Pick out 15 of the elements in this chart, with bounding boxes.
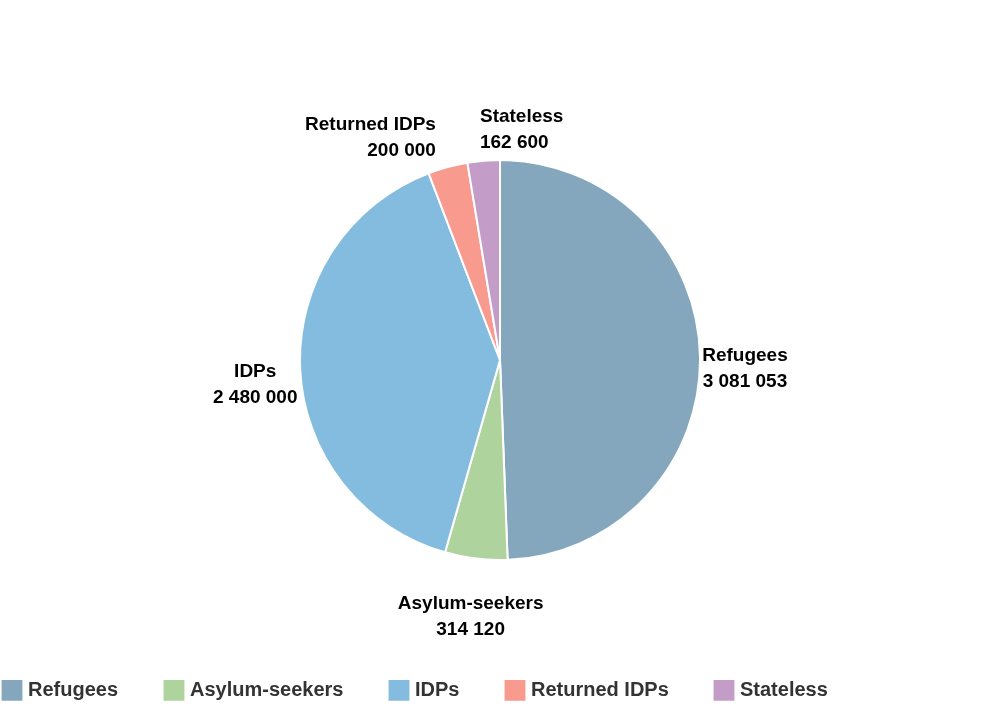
slice-label: Asylum-seekers [397, 592, 544, 614]
legend-label: Returned IDPs [531, 678, 669, 701]
slice-label: Returned IDPs [305, 112, 436, 134]
data-label: 314 120 [436, 618, 505, 640]
slice-label: Refugees [702, 344, 788, 366]
legend-label: Refugees [28, 678, 119, 701]
data-label: 2 480 000 [212, 385, 298, 407]
legend-label: IDPs [415, 678, 460, 701]
slice-label: IDPs [234, 359, 277, 381]
legend-label: Stateless [740, 678, 828, 701]
data-label: 200 000 [367, 138, 436, 160]
data-label: 162 600 [479, 130, 549, 152]
slice-label: Stateless [479, 104, 564, 126]
data-label: 3 081 053 [702, 370, 788, 392]
legend-label: Asylum-seekers [190, 678, 344, 701]
